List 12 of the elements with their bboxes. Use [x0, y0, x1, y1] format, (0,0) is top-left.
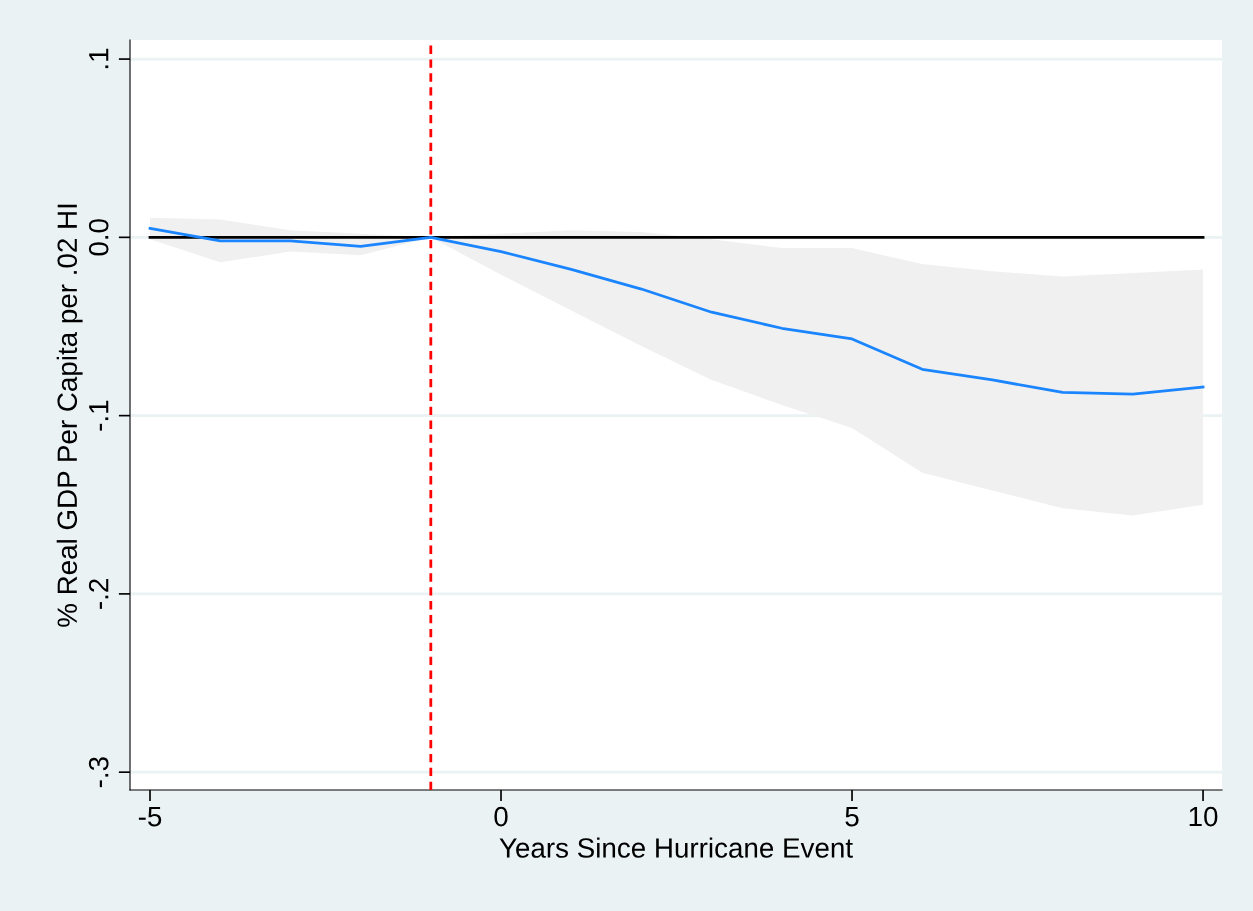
y-tick-label: -.1 — [89, 400, 109, 431]
y-tick-label: -.3 — [88, 757, 109, 788]
y-tick-label: -.2 — [88, 579, 109, 609]
x-axis-title: Years Since Hurricane Event — [499, 837, 853, 858]
x-tick-label: 5 — [845, 806, 859, 827]
x-tick-label: 10 — [1189, 806, 1218, 827]
x-tick-label: -5 — [138, 806, 162, 827]
y-axis-title: % Real GDP Per Capita per .02 HI — [56, 204, 83, 627]
y-tick-label: 0.0 — [88, 219, 109, 256]
x-tick-label: 0 — [494, 806, 508, 827]
line-series — [148, 227, 1205, 396]
y-tick-label: .1 — [89, 48, 109, 69]
